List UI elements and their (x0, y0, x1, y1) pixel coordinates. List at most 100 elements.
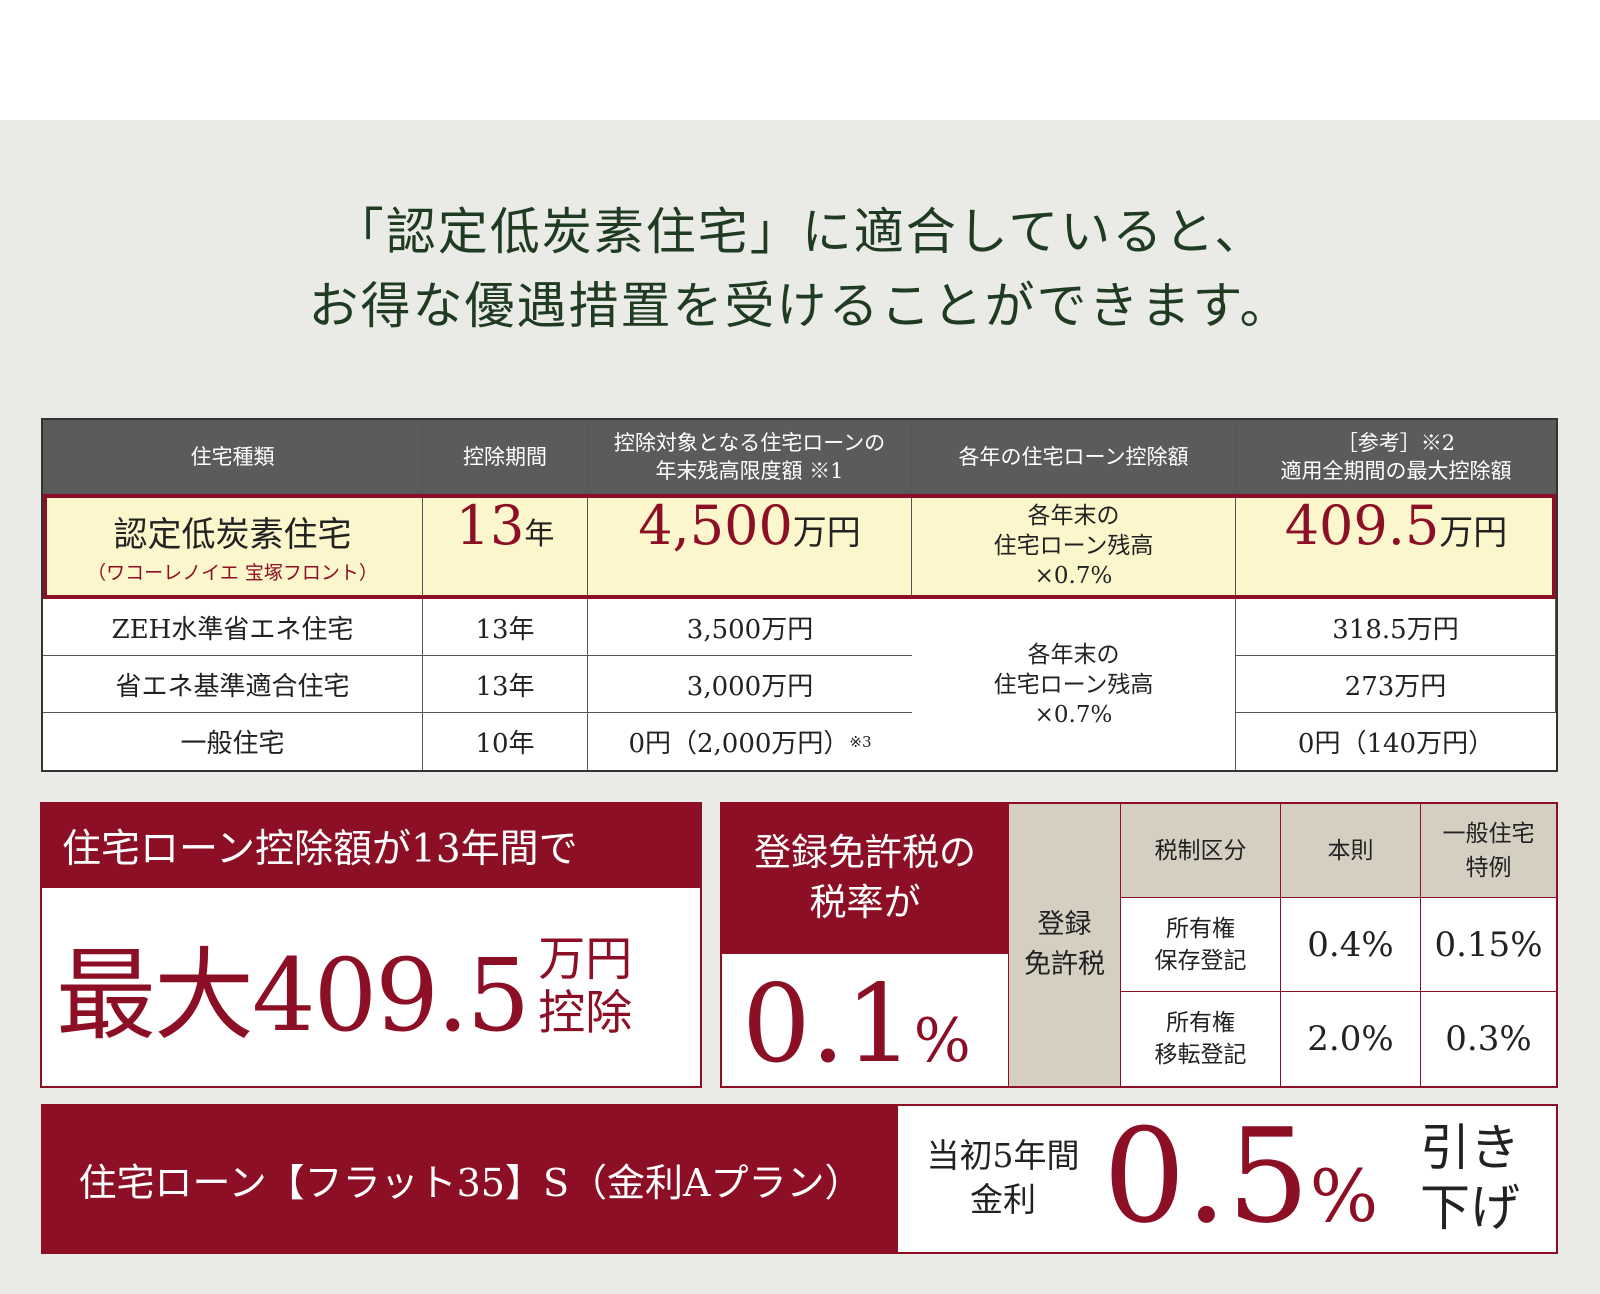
highlight-max-num: 409.5 (1284, 494, 1440, 557)
tax-head-category: 税制区分 (1120, 804, 1280, 898)
row2-type: 省エネ基準適合住宅 (43, 656, 423, 713)
deduction-caption: 住宅ローン控除額が13年間で (42, 804, 700, 888)
header-type: 住宅種類 (43, 420, 423, 494)
flat35-suffix-line2: 下げ (1420, 1179, 1520, 1237)
row1-limit: 3,500万円 (588, 599, 912, 656)
registration-tax-box: 登録免許税の 税率が 0.1% 登録 免許税 税制区分 本則 一般住宅 特例 所… (720, 802, 1558, 1088)
loan-deduction-table: 住宅種類 控除期間 控除対象となる住宅ローンの 年末残高限度額 ※1 各年の住宅… (41, 418, 1558, 772)
header-period: 控除期間 (423, 420, 588, 494)
header-max-line2: 適用全期間の最大控除額 (1280, 458, 1512, 483)
deduction-unit-line2: 控除 (538, 985, 633, 1041)
highlight-max-unit: 万円 (1439, 513, 1508, 553)
deduction-value-unit: 万円 控除 (538, 931, 633, 1041)
table-left-columns: ZEH水準省エネ住宅 13年 3,500万円 省エネ基準適合住宅 13年 3,0… (43, 599, 912, 770)
registration-tax-table: 登録 免許税 税制区分 本則 一般住宅 特例 所有権 保存登記 0.4% 0.1… (1008, 804, 1556, 1086)
header-limit: 控除対象となる住宅ローンの 年末残高限度額 ※1 (588, 420, 912, 494)
row3-limit-note: ※3 (849, 732, 872, 751)
registration-tax-rate: 0.1% (742, 962, 971, 1087)
tax-row-label: 登録 免許税 (1008, 804, 1120, 1086)
table-row: ZEH水準省エネ住宅 13年 3,500万円 (43, 599, 912, 656)
tax-head-special: 一般住宅 特例 (1420, 804, 1556, 898)
headline-line1: 「認定低炭素住宅」に適合していると、 (333, 203, 1267, 261)
highlight-period-unit: 年 (524, 517, 555, 552)
tax-r2-label-line2: 移転登記 (1154, 1042, 1247, 1068)
deduction-value-number: 最大409.5 (56, 937, 530, 1054)
header-period-text: 控除期間 (463, 444, 547, 469)
row3-max: 0円（140万円） (1297, 729, 1495, 759)
deduction-summary-box: 住宅ローン控除額が13年間で 最大409.5 万円 控除 (40, 802, 702, 1088)
row3-type: 一般住宅 (43, 713, 423, 770)
highlight-ded-line3: ×0.7% (1034, 563, 1113, 589)
merged-ded-line1: 各年末の (1027, 641, 1120, 668)
table-body: ZEH水準省エネ住宅 13年 3,500万円 省エネ基準適合住宅 13年 3,0… (43, 599, 1556, 770)
row3-period: 10年 (423, 713, 588, 770)
tax-r2-special: 0.3% (1420, 992, 1556, 1086)
header-max-line1: ［参考］※2 (1336, 430, 1456, 455)
flat35-rate: 0.5% (1103, 1100, 1378, 1252)
reg-rate-percent: % (913, 1006, 971, 1076)
tax-head-special-line2: 特例 (1465, 854, 1512, 881)
table-row: 一般住宅 10年 0円（2,000万円） ※3 (43, 713, 912, 770)
tax-head-special-line1: 一般住宅 (1442, 820, 1535, 847)
highlight-type: 認定低炭素住宅 （ワコーレノイエ 宝塚フロント） (43, 494, 423, 599)
merged-ded-line2: 住宅ローン残高 (993, 671, 1154, 698)
tax-head-rule: 本則 (1280, 804, 1420, 898)
flat35-box: 住宅ローン【フラット35】S（金利Aプラン） 当初5年間 金利 0.5% 引き … (41, 1100, 1558, 1254)
flat35-caption: 住宅ローン【フラット35】S（金利Aプラン） (43, 1106, 898, 1252)
tax-r2-label: 所有権 移転登記 (1120, 992, 1280, 1086)
header-limit-line1: 控除対象となる住宅ローンの (613, 430, 886, 455)
row1-max: 318.5万円 (1236, 599, 1556, 656)
flat35-label-line2: 金利 (970, 1180, 1036, 1219)
header-max: ［参考］※2 適用全期間の最大控除額 (1236, 420, 1556, 494)
table-row: 省エネ基準適合住宅 13年 3,000万円 (43, 656, 912, 713)
table-right-column: 318.5万円 273万円 0円（140万円） (1236, 599, 1556, 770)
merged-deduction-cell: 各年末の 住宅ローン残高 ×0.7% (912, 599, 1236, 770)
merged-ded-line3: ×0.7% (1034, 701, 1113, 728)
highlight-ded-line2: 住宅ローン残高 (993, 533, 1154, 559)
headline-line2: お得な優遇措置を受けることができます。 (308, 277, 1292, 335)
headline: 「認定低炭素住宅」に適合していると、 お得な優遇措置を受けることができます。 (0, 195, 1600, 343)
tax-row-label-line1: 登録 (1037, 909, 1092, 940)
flat35-suffix-line1: 引き (1420, 1119, 1520, 1177)
highlight-limit-num: 4,500 (638, 494, 793, 557)
header-type-text: 住宅種類 (190, 444, 275, 469)
highlight-period: 13 年 (423, 494, 588, 599)
flat35-rate-percent: % (1309, 1154, 1379, 1238)
highlight-row: 認定低炭素住宅 （ワコーレノイエ 宝塚フロント） 13 年 4,500 万円 各年末… (43, 494, 1556, 599)
row2-period: 13年 (423, 656, 588, 713)
highlight-sub: （ワコーレノイエ 宝塚フロント） (87, 562, 378, 584)
reg-rate-number: 0.1 (742, 962, 914, 1087)
tax-r1-special: 0.15% (1420, 898, 1556, 992)
tax-r2-rule: 2.0% (1280, 992, 1420, 1086)
highlight-limit: 4,500 万円 (588, 494, 912, 599)
flat35-label: 当初5年間 金利 (913, 1134, 1093, 1222)
table-header-row: 住宅種類 控除期間 控除対象となる住宅ローンの 年末残高限度額 ※1 各年の住宅… (43, 420, 1556, 494)
tax-r2-label-line1: 所有権 (1166, 1010, 1235, 1036)
highlight-limit-unit: 万円 (792, 513, 861, 553)
tax-r1-label: 所有権 保存登記 (1120, 898, 1280, 992)
registration-tax-caption: 登録免許税の 税率が (722, 804, 1008, 954)
row2-limit: 3,000万円 (588, 656, 912, 713)
header-limit-line2: 年末残高限度額 ※1 (655, 458, 844, 483)
row1-period: 13年 (423, 599, 588, 656)
reg-caption-line2: 税率が (809, 881, 921, 924)
header-deduction-text: 各年の住宅ローン控除額 (958, 444, 1189, 469)
highlight-name: 認定低炭素住宅 (113, 515, 352, 555)
deduction-value: 最大409.5 万円 控除 (56, 914, 632, 1059)
flat35-suffix: 引き 下げ (1415, 1118, 1525, 1238)
highlight-max: 409.5 万円 (1236, 494, 1556, 599)
row2-max: 273万円 (1236, 656, 1556, 713)
highlight-ded-line1: 各年末の (1027, 503, 1120, 529)
tax-r1-rule: 0.4% (1280, 898, 1420, 992)
row3-limit: 0円（2,000万円） ※3 (588, 713, 912, 770)
flat35-rate-number: 0.5 (1103, 1100, 1310, 1252)
deduction-unit-line1: 万円 (538, 931, 633, 987)
reg-caption-line1: 登録免許税の (754, 831, 976, 874)
flat35-label-line1: 当初5年間 (926, 1136, 1080, 1175)
row1-type: ZEH水準省エネ住宅 (43, 599, 423, 656)
highlight-period-num: 13 (455, 494, 525, 557)
tax-r1-label-line1: 所有権 (1166, 915, 1235, 942)
highlight-deduction: 各年末の 住宅ローン残高 ×0.7% (912, 494, 1236, 599)
tax-r1-label-line2: 保存登記 (1154, 947, 1247, 974)
row3-limit-text: 0円（2,000万円） (628, 729, 850, 759)
